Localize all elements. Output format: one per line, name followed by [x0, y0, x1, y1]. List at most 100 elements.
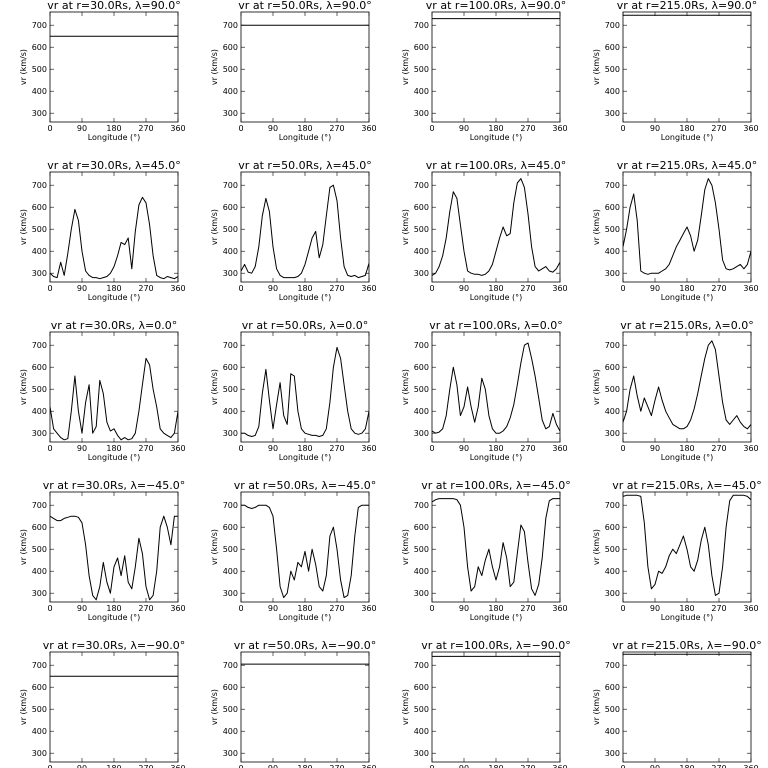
panel-title: vr at r=100.0Rs, λ=90.0° [426, 0, 566, 12]
x-tick-label: 180 [106, 604, 121, 613]
y-axis-label: vr (km/s) [19, 689, 28, 725]
x-tick-label: 90 [459, 284, 469, 293]
panel-r4-c3: vr at r=215.0Rs, λ=−90.0° 0 90 180 270 360 300… [592, 639, 762, 768]
y-tick-label: 500 [32, 225, 47, 234]
y-tick-label: 600 [605, 683, 620, 692]
panel-r1-c1: vr at r=50.0Rs, λ=45.0° 0 90 180 270 360 300 40… [210, 159, 377, 302]
x-tick-label: 90 [268, 284, 278, 293]
y-tick-label: 500 [32, 545, 47, 554]
x-tick-label: 0 [47, 124, 52, 133]
y-tick-label: 400 [605, 87, 620, 96]
y-axis-label: vr (km/s) [19, 529, 28, 565]
panel-r3-c3: vr at r=215.0Rs, λ=−45.0° 0 90 180 270 360 300… [592, 479, 762, 622]
panel-title: vr at r=100.0Rs, λ=45.0° [426, 159, 566, 172]
x-tick-label: 270 [138, 444, 153, 453]
x-tick-label: 180 [106, 444, 121, 453]
y-tick-label: 700 [605, 341, 620, 350]
series-line [432, 178, 560, 276]
x-tick-label: 180 [297, 124, 312, 133]
y-axis-label: vr (km/s) [19, 49, 28, 85]
y-axis-label: vr (km/s) [401, 689, 410, 725]
x-tick-label: 180 [679, 444, 694, 453]
y-tick-label: 600 [414, 43, 429, 52]
x-axis-label: Longitude (°) [88, 453, 141, 462]
x-tick-label: 0 [620, 444, 625, 453]
x-axis-label: Longitude (°) [279, 453, 332, 462]
x-tick-label: 360 [361, 124, 376, 133]
plot-frame [431, 491, 561, 603]
y-tick-label: 600 [414, 363, 429, 372]
plot-frame [622, 331, 752, 443]
y-tick-label: 500 [414, 385, 429, 394]
panel-r3-c1: vr at r=50.0Rs, λ=−45.0° 0 90 180 270 360 300 4… [210, 479, 377, 622]
panel-title: vr at r=215.0Rs, λ=0.0° [620, 319, 753, 332]
y-tick-label: 600 [32, 203, 47, 212]
y-tick-label: 600 [414, 683, 429, 692]
y-tick-label: 500 [223, 65, 238, 74]
x-tick-label: 270 [711, 284, 726, 293]
y-tick-label: 400 [223, 407, 238, 416]
x-tick-label: 90 [459, 124, 469, 133]
y-tick-label: 700 [605, 21, 620, 30]
panel-r2-c2: vr at r=100.0Rs, λ=0.0° 0 90 180 270 360 300 40… [401, 319, 568, 462]
y-tick-label: 400 [605, 567, 620, 576]
y-tick-label: 600 [223, 363, 238, 372]
x-axis-label: Longitude (°) [470, 133, 523, 142]
x-tick-label: 360 [743, 124, 758, 133]
y-tick-label: 300 [32, 429, 47, 438]
y-tick-label: 300 [414, 749, 429, 758]
plot-frame [49, 651, 179, 763]
y-tick-label: 700 [414, 181, 429, 190]
y-tick-label: 500 [605, 65, 620, 74]
panel-r0-c3: vr at r=215.0Rs, λ=90.0° 0 90 180 270 360 300 4… [592, 0, 759, 142]
y-tick-label: 500 [605, 705, 620, 714]
x-tick-label: 360 [552, 604, 567, 613]
series-line [623, 494, 751, 596]
y-tick-label: 500 [223, 225, 238, 234]
x-axis-label: Longitude (°) [88, 133, 141, 142]
y-axis-label: vr (km/s) [210, 369, 219, 405]
y-tick-label: 300 [414, 109, 429, 118]
plot-frame [49, 11, 179, 123]
x-tick-label: 180 [106, 124, 121, 133]
y-axis-label: vr (km/s) [401, 369, 410, 405]
x-axis-label: Longitude (°) [279, 293, 332, 302]
y-axis-label: vr (km/s) [592, 49, 601, 85]
y-tick-label: 400 [223, 247, 238, 256]
y-tick-label: 400 [414, 247, 429, 256]
x-tick-label: 360 [170, 604, 185, 613]
x-tick-label: 270 [138, 604, 153, 613]
x-tick-label: 270 [520, 284, 535, 293]
panel-title: vr at r=50.0Rs, λ=45.0° [238, 159, 371, 172]
y-axis-label: vr (km/s) [210, 49, 219, 85]
y-tick-label: 400 [223, 87, 238, 96]
y-tick-label: 600 [605, 523, 620, 532]
panel-r2-c1: vr at r=50.0Rs, λ=0.0° 0 90 180 270 360 300 400… [210, 319, 377, 462]
x-tick-label: 360 [361, 764, 376, 768]
y-tick-label: 700 [414, 661, 429, 670]
plot-frame [431, 171, 561, 283]
panel-r2-c3: vr at r=215.0Rs, λ=0.0° 0 90 180 270 360 300 40… [592, 319, 759, 462]
x-tick-label: 270 [711, 604, 726, 613]
x-tick-label: 0 [47, 604, 52, 613]
plot-frame [622, 11, 752, 123]
x-tick-label: 270 [520, 124, 535, 133]
x-axis-label: Longitude (°) [470, 293, 523, 302]
panel-title: vr at r=100.0Rs, λ=−45.0° [421, 479, 571, 492]
y-tick-label: 600 [32, 363, 47, 372]
y-tick-label: 300 [223, 269, 238, 278]
y-tick-label: 700 [414, 21, 429, 30]
y-tick-label: 500 [414, 705, 429, 714]
y-tick-label: 600 [32, 43, 47, 52]
y-tick-label: 400 [32, 407, 47, 416]
y-tick-label: 400 [605, 727, 620, 736]
y-tick-label: 700 [223, 341, 238, 350]
y-tick-label: 700 [414, 341, 429, 350]
x-tick-label: 270 [329, 124, 344, 133]
x-tick-label: 360 [552, 444, 567, 453]
y-tick-label: 400 [223, 727, 238, 736]
y-tick-label: 300 [223, 109, 238, 118]
x-tick-label: 0 [620, 604, 625, 613]
y-tick-label: 700 [32, 501, 47, 510]
